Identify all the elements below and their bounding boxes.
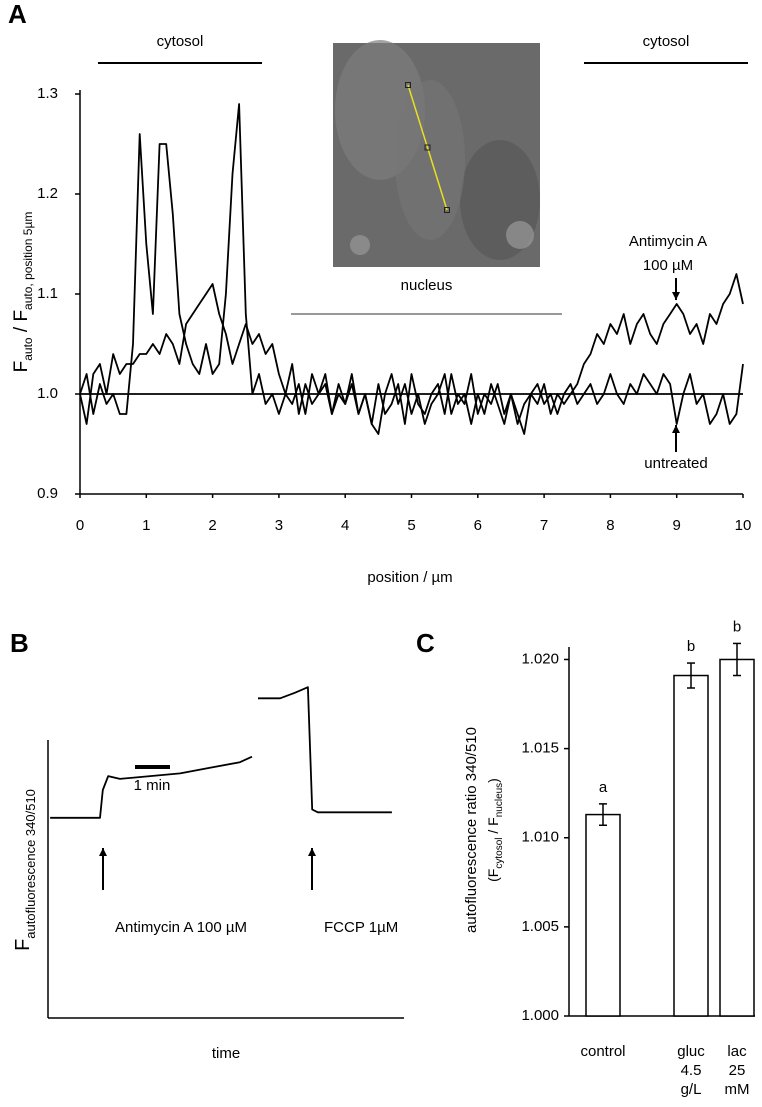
treatment-arrow-head [308,848,316,856]
y-axis-title-part: auto, position 5µm [21,212,35,310]
x-tick-label: 8 [606,517,614,534]
y-axis-subtitle-part: / F [485,817,501,837]
handle [424,144,431,151]
panel-letter: C [416,628,435,658]
bar [585,813,621,1017]
bar [673,674,709,1017]
y-tick-label: 1.015 [521,740,559,757]
y-axis-title: autofluorescence ratio 340/510 [463,727,480,933]
x-tick-label: 4.5 [681,1062,702,1079]
y-axis-title: Fauto / Fauto, position 5µm [11,212,35,373]
data-line [79,103,744,435]
y-tick-label: 0.9 [37,485,58,502]
handle [444,207,450,213]
x-tick-label: mM [725,1081,750,1098]
x-tick-label: lac [727,1043,747,1060]
series-label: 100 µM [643,257,693,274]
cell-region [395,80,465,240]
x-axis-title: time [212,1045,240,1062]
x-tick-label: 0 [76,517,84,534]
panel-letter: A [8,0,27,29]
region-label: cytosol [157,33,204,50]
y-tick-label: 1.010 [521,829,559,846]
series-label: untreated [644,455,707,472]
series-arrow-head [672,425,680,433]
data-line [50,686,392,819]
cell-region [506,221,534,249]
x-tick-label: g/L [681,1081,702,1098]
cell-region [350,235,370,255]
treatment-label: FCCP 1µM [324,919,398,936]
x-tick-label: 3 [275,517,283,534]
region-label: cytosol [643,33,690,50]
y-tick-label: 1.020 [521,650,559,667]
y-axis-title-part: / F [11,310,32,337]
treatment-label: Antimycin A 100 µM [115,919,247,936]
x-tick-label: 2 [208,517,216,534]
y-tick-label: 1.1 [37,285,58,302]
y-axis-title: Fautofluorescence 340/510 [12,789,38,951]
y-axis-subtitle-part: ) [485,778,501,783]
y-axis-subtitle-part: cytosol [494,838,505,869]
handle [405,82,411,88]
y-tick-label: 1.2 [37,185,58,202]
x-tick-label: 1 [142,517,150,534]
x-tick-label: control [580,1043,625,1060]
bar [719,658,755,1017]
significance-letter: a [599,779,608,796]
series-arrow-head [672,292,680,300]
y-axis-subtitle-part: (F [485,869,501,882]
x-tick-label: 10 [735,517,752,534]
data-line [79,273,744,435]
y-axis-title-part: F [12,939,34,951]
region-label: nucleus [401,277,453,294]
y-tick-label: 1.005 [521,918,559,935]
treatment-arrow-head [99,848,107,856]
y-tick-label: 1.000 [521,1007,559,1024]
x-tick-label: 4 [341,517,349,534]
x-tick-label: 25 [729,1062,746,1079]
series-label: Antimycin A [629,233,707,250]
profile-line [407,84,448,211]
y-axis-title-part: autofluorescence 340/510 [23,789,38,939]
x-axis-title: position / µm [367,569,452,586]
significance-letter: b [733,618,741,635]
y-axis-title-part: F [11,361,32,373]
y-tick-label: 1.3 [37,85,58,102]
x-tick-label: 6 [474,517,482,534]
y-axis-subtitle: (Fcytosol / Fnucleus) [485,778,505,882]
panel-letter: B [10,628,29,658]
scale-bar-label: 1 min [134,777,171,794]
y-tick-label: 1.0 [37,385,58,402]
inset-image [333,40,540,267]
x-tick-label: 9 [673,517,681,534]
significance-letter: b [687,638,695,655]
y-axis-subtitle-part: nucleus [494,783,505,817]
y-axis-title-part: auto [21,337,35,361]
x-tick-label: 7 [540,517,548,534]
x-tick-label: 5 [407,517,415,534]
x-tick-label: gluc [677,1043,705,1060]
